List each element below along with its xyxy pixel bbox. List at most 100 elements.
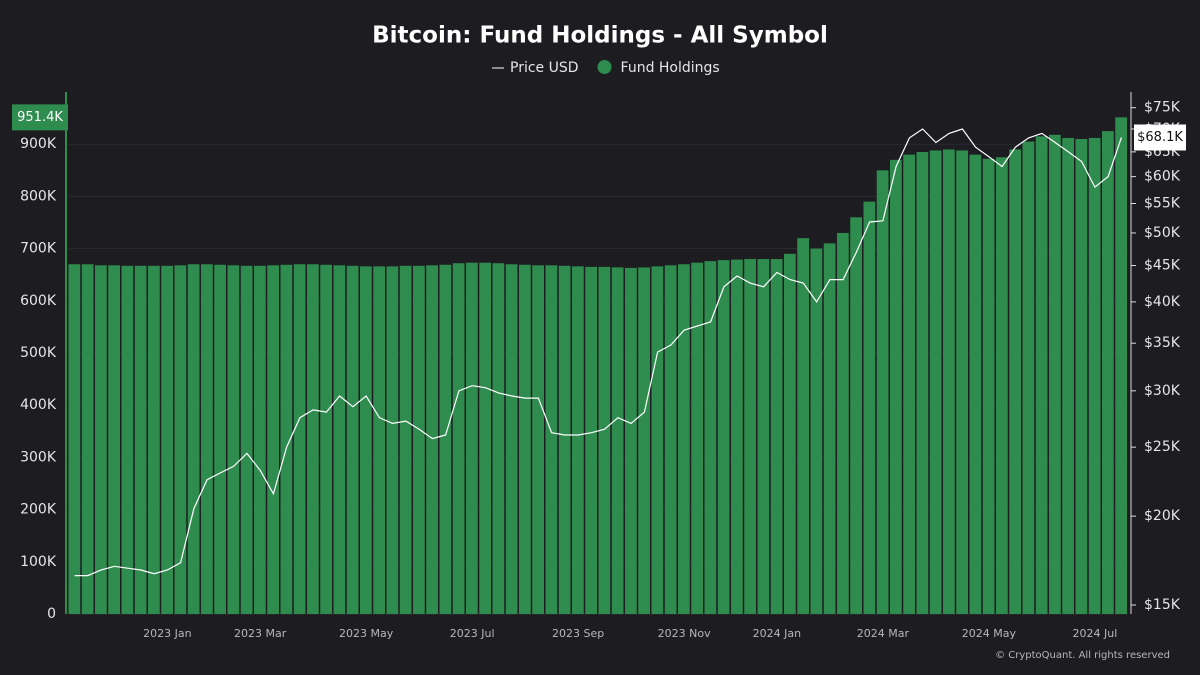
- bar: [479, 262, 491, 614]
- bar: [413, 265, 425, 614]
- y-tick-label: 500K: [20, 345, 57, 361]
- bar: [1088, 137, 1101, 614]
- bar: [95, 265, 107, 614]
- bar: [108, 265, 120, 614]
- bar: [996, 157, 1008, 614]
- bar: [426, 265, 438, 614]
- bar: [876, 170, 889, 615]
- y-tick-label: 600K: [20, 293, 57, 309]
- x-tick-label: 2024 Mar: [857, 627, 910, 640]
- bar: [837, 232, 849, 614]
- y2-tick-label: $35K: [1144, 335, 1181, 351]
- bar: [214, 264, 226, 614]
- chart-title: Bitcoin: Fund Holdings - All Symbol: [372, 23, 828, 49]
- bar: [784, 253, 796, 614]
- bar: [399, 265, 412, 614]
- bar: [227, 265, 240, 614]
- bar: [267, 265, 279, 614]
- bar: [704, 261, 717, 614]
- bar: [903, 154, 915, 614]
- x-tick-label: 2024 Jan: [753, 627, 801, 640]
- bar: [625, 267, 637, 614]
- price-line: [74, 128, 1122, 577]
- bar: [121, 265, 134, 614]
- bar: [638, 267, 650, 614]
- y-tick-label: 300K: [20, 449, 57, 465]
- bar: [134, 265, 147, 614]
- bar: [558, 265, 571, 614]
- x-tick-label: 2023 Jul: [450, 627, 495, 640]
- x-tick-label: 2024 Jul: [1072, 627, 1117, 640]
- bar: [280, 264, 293, 614]
- bar: [293, 264, 306, 614]
- bar: [757, 259, 770, 614]
- bar: [956, 150, 968, 615]
- bar: [519, 264, 531, 614]
- y2-tick-label: $20K: [1144, 508, 1181, 524]
- y2-tick-label: $25K: [1144, 439, 1181, 455]
- badge-bg: [12, 104, 68, 131]
- bar: [717, 260, 730, 614]
- bar: [823, 243, 836, 614]
- bar: [744, 259, 756, 614]
- bar: [307, 264, 319, 614]
- bar: [969, 154, 982, 614]
- bar: [770, 259, 783, 614]
- bar: [890, 159, 902, 615]
- bar: [320, 264, 332, 614]
- y-tick-label: 900K: [20, 136, 57, 152]
- y2-tick-label: $40K: [1144, 294, 1181, 310]
- badge-bg: [1134, 124, 1186, 151]
- bar: [452, 263, 465, 614]
- bar: [439, 264, 452, 614]
- bar: [691, 262, 703, 614]
- bar: [466, 262, 478, 614]
- bar: [161, 265, 173, 614]
- bar: [254, 265, 266, 614]
- bar: [585, 266, 597, 614]
- bar: [850, 217, 862, 614]
- bar: [810, 248, 823, 614]
- bar: [81, 264, 94, 614]
- x-tick-label: 2023 Nov: [658, 627, 711, 640]
- bar: [1062, 137, 1074, 614]
- bar: [386, 266, 399, 614]
- bar: [572, 266, 584, 614]
- copyright: © CryptoQuant. All rights reserved: [995, 650, 1170, 661]
- y-tick-label: 800K: [20, 188, 57, 204]
- badge-label: $68.1K: [1137, 130, 1183, 145]
- bar: [943, 149, 955, 615]
- bar: [863, 201, 876, 614]
- bar: [360, 266, 372, 614]
- x-tick-label: 2024 May: [962, 627, 1017, 640]
- y2-tick-label: $15K: [1144, 597, 1181, 613]
- y-tick-label: 0: [47, 606, 56, 622]
- last-value-badge: 951.4K: [12, 104, 68, 131]
- y2-tick-label: $45K: [1144, 258, 1181, 274]
- bar: [598, 266, 611, 614]
- y-tick-label: 200K: [20, 502, 57, 518]
- bar: [1049, 134, 1061, 614]
- bar: [333, 265, 346, 614]
- bar: [929, 150, 942, 615]
- x-tick-label: 2023 Sep: [552, 627, 604, 640]
- bar: [1035, 136, 1048, 614]
- bar: [545, 265, 558, 614]
- bar: [187, 264, 200, 614]
- bar: [1115, 117, 1127, 614]
- bar: [505, 264, 518, 614]
- x-tick-label: 2023 Mar: [234, 627, 287, 640]
- last-value-badge: $68.1K: [1134, 124, 1186, 151]
- legend-label: Price USD: [510, 60, 579, 76]
- bar: [1102, 131, 1114, 614]
- y-tick-label: 700K: [20, 241, 57, 257]
- legend-swatch: [597, 60, 612, 74]
- bar: [678, 264, 690, 614]
- y2-tick-label: $75K: [1144, 100, 1181, 116]
- bar: [731, 259, 743, 614]
- y-tick-label: 100K: [20, 554, 57, 570]
- y2-tick-label: $60K: [1144, 169, 1181, 185]
- bar: [1022, 141, 1035, 614]
